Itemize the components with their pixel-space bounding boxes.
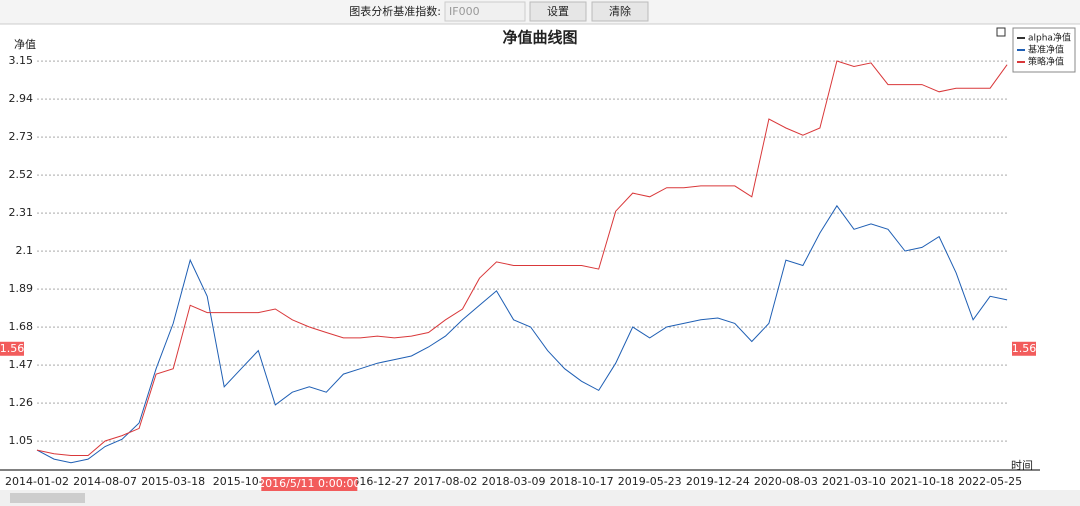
toolbar-label: 图表分析基准指数: [349,4,441,18]
x-tick-label: 2018-10-17 [550,475,614,488]
set-button-label[interactable]: 设置 [547,5,569,18]
y-tick-label: 2.73 [9,130,34,143]
y-tick-label: 2.52 [9,168,34,181]
set-button[interactable] [529,1,587,22]
clear-button[interactable] [591,1,649,22]
y-tick-label: 1.47 [9,358,34,371]
y-tick-label: 1.89 [9,282,34,295]
x-tick-label: 2016-12-27 [345,475,409,488]
legend-label: 基准净值 [1028,44,1064,56]
zoom-box[interactable] [996,27,1006,37]
x-tick-label: 2020-08-03 [754,475,818,488]
x-tick-label: 2019-05-23 [618,475,682,488]
y-tick-label: 1.26 [9,396,34,409]
legend-label: 策略净值 [1028,56,1064,68]
crosshair-y-label: 1.56 [1012,342,1037,355]
legend-label: alpha净值 [1028,32,1071,44]
crosshair-y-box [1012,341,1036,356]
x-tick-label: 2018-03-09 [482,475,546,488]
y-tick-label: 1.05 [9,434,34,447]
y-tick-label: 2.94 [9,92,34,105]
crosshair-y-label: 1.56 [0,342,24,355]
x-tick-label: 2021-10-18 [890,475,954,488]
x-tick-label: 2014-08-07 [73,475,137,488]
series-line [36,60,1008,456]
crosshair-x-label: 2016/5/11 0:00:00 [258,477,360,490]
x-tick-label: 2017-08-02 [414,475,478,488]
y-tick-label: 3.15 [9,54,34,67]
series-line [36,204,1008,464]
x-tick-label: 2022-05-25 [958,475,1022,488]
x-tick-label: 2015-10-2 [213,475,270,488]
crosshair-y-box [0,341,24,356]
crosshair-x-box [261,477,358,491]
x-tick-label: 2015-03-18 [141,475,205,488]
y-tick-label: 1.68 [9,320,34,333]
y-axis-label: 净值 [14,37,36,51]
scrollbar[interactable] [0,490,1080,506]
y-tick-label: 2.31 [9,206,34,219]
scrollbar-thumb[interactable] [10,493,85,503]
index-input-text[interactable]: IF000 [449,5,480,18]
x-tick-label: 2021-03-10 [822,475,886,488]
y-tick-label: 2.1 [16,244,34,257]
chart-title: 净值曲线图 [502,29,577,47]
clear-button-label[interactable]: 清除 [609,4,631,18]
x-tick-label: 2014-01-02 [5,475,69,488]
x-tick-label: 2019-12-24 [686,475,750,488]
index-input[interactable] [444,1,526,22]
x-axis-label: 时间 [1011,459,1033,472]
